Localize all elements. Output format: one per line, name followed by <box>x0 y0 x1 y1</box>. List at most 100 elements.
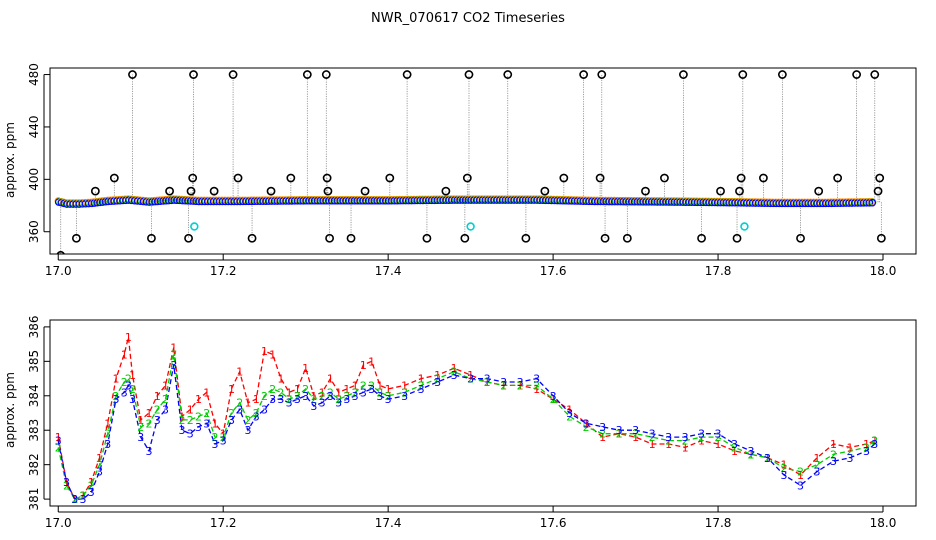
y-tick-label: 400 <box>27 168 41 191</box>
x-tick-label: 17.4 <box>375 264 402 278</box>
series-2-point: 2 <box>352 386 359 399</box>
outlier-point <box>796 233 805 243</box>
series-3-point: 3 <box>583 417 590 430</box>
outlier-point <box>71 233 81 243</box>
series-3-point: 3 <box>484 373 491 386</box>
series-1-point: 1 <box>500 379 507 392</box>
flag-point <box>466 222 475 231</box>
series-3-point: 3 <box>335 397 342 410</box>
series-2-point: 2 <box>665 435 672 448</box>
series-3-point: 3 <box>129 393 136 406</box>
series-3-point: 3 <box>220 435 227 448</box>
top-data-layer <box>54 70 886 254</box>
outlier-point <box>346 233 356 243</box>
series-2-point: 2 <box>154 404 161 417</box>
series-1-point: 1 <box>401 379 408 392</box>
series-3-point: 3 <box>195 421 202 434</box>
series-2-point: 2 <box>112 390 119 403</box>
series-1-point: 1 <box>376 379 383 392</box>
series-1-point: 1 <box>228 383 235 396</box>
bottom-y-axis-label: approx. ppm <box>3 372 17 448</box>
x-tick-label: 17.8 <box>705 516 732 530</box>
series-1-point: 1 <box>847 441 854 454</box>
outlier-point <box>385 173 395 183</box>
series-2-point: 2 <box>632 428 639 441</box>
series-3-point: 3 <box>228 414 235 427</box>
series-2-point: 2 <box>368 379 375 392</box>
series-2-point: 2 <box>277 386 284 399</box>
series-2-point: 2 <box>376 386 383 399</box>
series-2-point: 2 <box>125 373 132 386</box>
outlier-point <box>759 173 768 183</box>
outlier-point <box>189 70 198 79</box>
series-3-point: 3 <box>368 383 375 396</box>
series-3-point: 3 <box>385 393 392 406</box>
series-3-point: 3 <box>269 393 276 406</box>
series-3-point: 3 <box>294 393 301 406</box>
series-1-point: 1 <box>533 383 540 396</box>
series-3-point: 3 <box>451 369 458 382</box>
series-3-point: 3 <box>112 393 119 406</box>
series-2-point: 2 <box>500 379 507 392</box>
series-3-point: 3 <box>261 404 268 417</box>
series-2-point: 2 <box>360 379 367 392</box>
series-3-point: 3 <box>566 407 573 420</box>
series-2-point: 2 <box>294 390 301 403</box>
series-2-point: 2 <box>830 448 837 461</box>
series-3-point: 3 <box>178 424 185 437</box>
outlier-point <box>322 173 332 183</box>
series-2-point: 2 <box>79 490 86 503</box>
outlier-point <box>814 186 824 196</box>
series-2-point: 2 <box>63 479 70 492</box>
series-3-point: 3 <box>401 390 408 403</box>
series-2-point: 2 <box>203 407 210 420</box>
series-2-point: 2 <box>781 462 788 475</box>
series-2-point: 2 <box>533 379 540 392</box>
series-3-point: 3 <box>88 486 95 499</box>
top-y-axis-label: approx. ppm <box>3 122 17 198</box>
series-3-point: 3 <box>137 431 144 444</box>
series-3-point: 3 <box>79 493 86 506</box>
y-tick-label: 440 <box>27 115 41 138</box>
series-3-point: 3 <box>599 421 606 434</box>
series-3-point: 3 <box>277 393 284 406</box>
series-1-point: 1 <box>360 359 367 372</box>
outlier-point <box>876 233 886 243</box>
flag-point <box>740 222 749 231</box>
outlier-point <box>90 186 100 196</box>
series-3-point: 3 <box>310 400 317 413</box>
series-1-point: 1 <box>682 441 689 454</box>
outlier-point <box>736 173 746 183</box>
series-2-point: 2 <box>236 397 243 410</box>
outlier-point <box>716 186 725 196</box>
series-1-point: 1 <box>385 383 392 396</box>
series-1-point: 1 <box>96 452 103 465</box>
x-tick-label: 17.2 <box>210 264 237 278</box>
x-tick-label: 17.0 <box>45 516 72 530</box>
series-1-point: 1 <box>294 383 301 396</box>
series-1-point: 1 <box>310 390 317 403</box>
outlier-point <box>56 250 65 254</box>
series-1-point: 1 <box>244 397 251 410</box>
series-1-point: 1 <box>137 414 144 427</box>
series-2-point: 2 <box>96 459 103 472</box>
series-2-point: 2 <box>228 407 235 420</box>
series-2-point: 2 <box>145 417 152 430</box>
series-1-point: 1 <box>63 476 70 489</box>
x-tick-label: 17.2 <box>210 516 237 530</box>
x-tick-label: 17.4 <box>375 516 402 530</box>
series-1-point: 1 <box>187 404 194 417</box>
series-1-point: 1 <box>121 348 128 361</box>
series-2-point: 2 <box>418 379 425 392</box>
series-1-point: 1 <box>830 438 837 451</box>
outlier-point <box>579 70 589 79</box>
series-1-point: 1 <box>277 373 284 386</box>
series-2-point: 2 <box>401 386 408 399</box>
series-3-point: 3 <box>847 452 854 465</box>
series-3-point: 3 <box>418 383 425 396</box>
series-1-point: 1 <box>327 373 334 386</box>
outlier-point <box>325 233 334 243</box>
series-2-point: 2 <box>517 379 524 392</box>
series-3-point: 3 <box>748 445 755 458</box>
series-2-point: 2 <box>327 386 334 399</box>
